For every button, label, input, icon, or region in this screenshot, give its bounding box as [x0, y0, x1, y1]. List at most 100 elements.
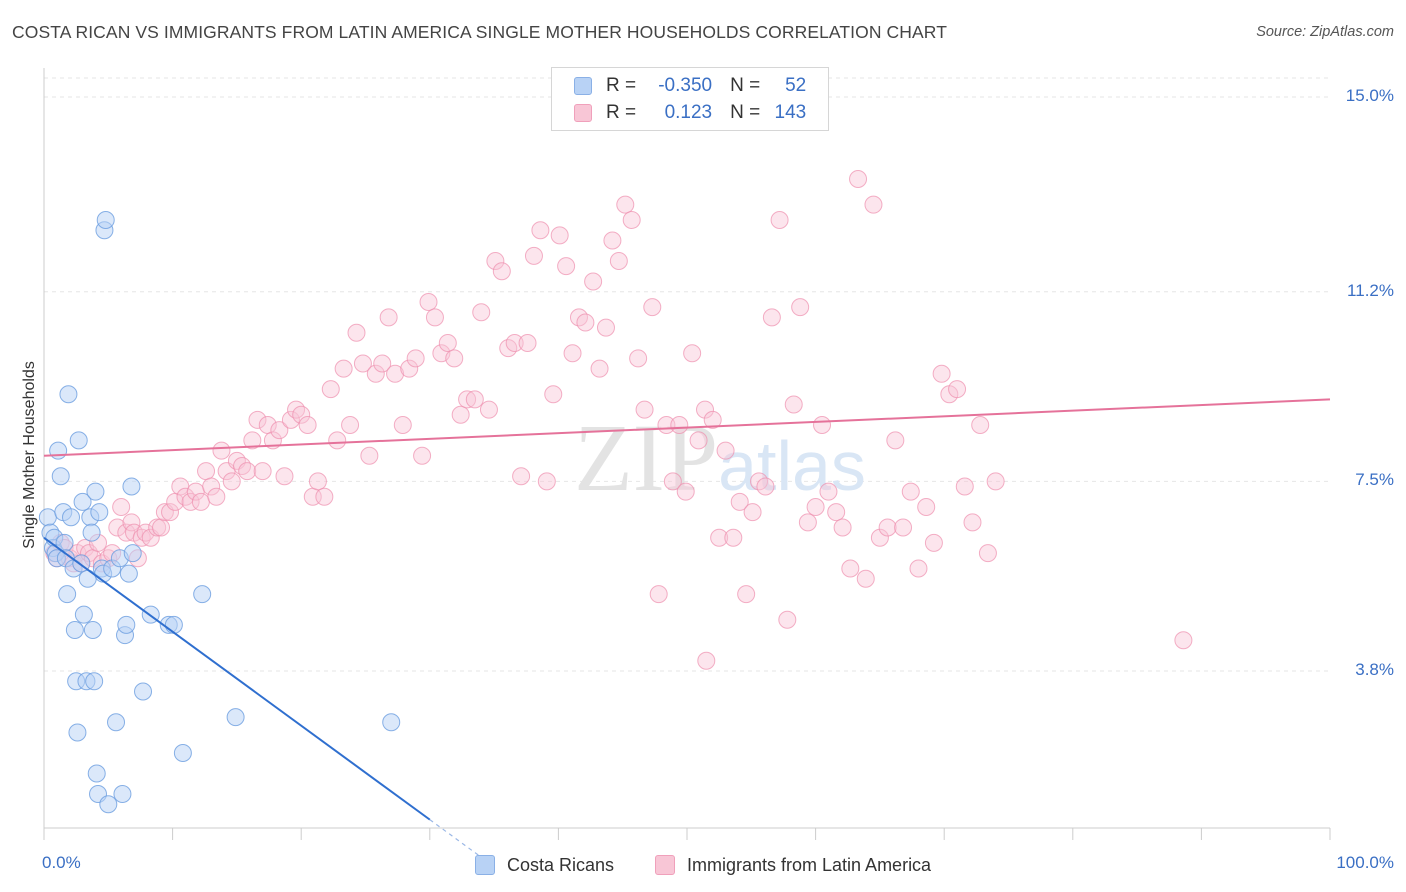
- point-immigrants: [806, 498, 825, 516]
- chart-title: COSTA RICAN VS IMMIGRANTS FROM LATIN AME…: [12, 22, 948, 42]
- point-costa-ricans: [78, 569, 97, 588]
- point-costa-ricans: [65, 621, 84, 639]
- point-immigrants: [696, 400, 715, 419]
- point-immigrants: [901, 482, 920, 501]
- point-immigrants: [663, 472, 682, 491]
- point-immigrants: [689, 431, 708, 450]
- point-immigrants: [609, 252, 628, 270]
- point-immigrants: [524, 246, 543, 265]
- series-immigrants-points: [45, 170, 1193, 670]
- point-costa-ricans: [164, 615, 183, 634]
- point-immigrants: [465, 390, 484, 409]
- point-immigrants: [347, 323, 366, 342]
- bottom-legend-swatch-blue: [475, 855, 495, 875]
- point-immigrants: [596, 318, 615, 337]
- point-immigrants: [886, 431, 905, 450]
- point-immigrants: [518, 334, 537, 352]
- bottom-legend: Costa Ricans Immigrants from Latin Ameri…: [0, 852, 1406, 878]
- point-immigrants: [590, 359, 609, 378]
- point-immigrants: [730, 492, 749, 511]
- point-immigrants: [531, 221, 550, 240]
- point-immigrants: [122, 513, 141, 532]
- point-costa-ricans: [62, 508, 81, 527]
- point-immigrants: [152, 518, 171, 537]
- point-immigrants: [635, 400, 654, 419]
- point-costa-ricans: [193, 585, 212, 604]
- point-immigrants: [563, 344, 582, 363]
- point-immigrants: [856, 569, 875, 588]
- bottom-legend-immigrants: Immigrants from Latin America: [655, 852, 931, 878]
- trend-line-immigrants: [43, 398, 1331, 457]
- point-immigrants: [676, 482, 695, 501]
- point-immigrants: [894, 518, 913, 537]
- point-immigrants: [281, 410, 300, 429]
- point-immigrants: [222, 472, 241, 491]
- point-immigrants: [683, 344, 702, 363]
- point-immigrants: [341, 416, 360, 434]
- point-immigrants: [292, 405, 311, 424]
- point-costa-ricans: [134, 682, 153, 701]
- point-immigrants: [243, 431, 262, 450]
- point-immigrants: [629, 349, 648, 368]
- point-costa-ricans: [87, 764, 106, 783]
- x-tick-label-left: 0.0%: [42, 853, 81, 872]
- point-immigrants: [108, 518, 127, 537]
- watermark-zip: ZIP: [574, 404, 718, 511]
- point-immigrants: [386, 364, 405, 383]
- point-immigrants: [819, 482, 838, 501]
- point-immigrants: [743, 503, 762, 522]
- bottom-legend-swatch-pink: [655, 855, 675, 875]
- point-immigrants: [778, 610, 797, 629]
- point-costa-ricans: [82, 523, 101, 542]
- legend-r-value: -0.350: [658, 75, 713, 96]
- point-immigrants: [971, 416, 990, 434]
- point-immigrants: [451, 405, 470, 424]
- point-costa-ricans: [68, 723, 87, 742]
- point-immigrants: [492, 262, 511, 281]
- point-costa-ricans: [58, 585, 77, 604]
- correlation-legend: R = -0.350 N = 52 R = 0.123 N = 143: [551, 67, 829, 131]
- point-costa-ricans: [123, 544, 142, 563]
- point-immigrants: [238, 462, 257, 481]
- point-immigrants: [287, 400, 306, 419]
- point-immigrants: [932, 364, 951, 383]
- point-immigrants: [298, 416, 317, 434]
- point-costa-ricans: [83, 621, 102, 639]
- point-immigrants: [791, 298, 810, 317]
- legend-r-value: 0.123: [664, 102, 713, 123]
- point-immigrants: [321, 380, 340, 399]
- point-immigrants: [833, 518, 852, 537]
- point-immigrants: [505, 334, 524, 352]
- trend-line-costa-ricans: [43, 536, 431, 821]
- bottom-legend-label-costa-ricans: Costa Ricans: [507, 854, 615, 875]
- legend-r-label: R =: [606, 75, 637, 96]
- point-immigrants: [798, 513, 817, 532]
- point-immigrants: [870, 528, 889, 547]
- point-costa-ricans: [74, 605, 93, 624]
- point-immigrants: [253, 462, 272, 481]
- point-immigrants: [557, 257, 576, 276]
- point-costa-ricans: [107, 713, 126, 732]
- point-immigrants: [413, 446, 432, 465]
- point-immigrants: [948, 380, 967, 399]
- point-costa-ricans: [51, 467, 70, 486]
- point-immigrants: [710, 528, 729, 547]
- point-immigrants: [197, 462, 216, 481]
- point-costa-ricans: [86, 482, 105, 501]
- point-immigrants: [963, 513, 982, 532]
- point-immigrants: [716, 441, 735, 460]
- point-immigrants: [986, 472, 1005, 491]
- point-immigrants: [308, 472, 327, 491]
- legend-n-value: 52: [785, 75, 807, 96]
- y-tick-label: 7.5%: [1355, 470, 1394, 490]
- point-costa-ricans: [69, 431, 88, 450]
- point-immigrants: [486, 252, 505, 270]
- y-tick-label: 15.0%: [1345, 86, 1394, 105]
- point-immigrants: [724, 528, 743, 547]
- point-immigrants: [537, 472, 556, 491]
- point-immigrants: [334, 359, 353, 378]
- point-costa-ricans: [113, 785, 132, 803]
- point-immigrants: [576, 313, 595, 332]
- point-immigrants: [917, 498, 936, 516]
- point-immigrants: [544, 385, 563, 404]
